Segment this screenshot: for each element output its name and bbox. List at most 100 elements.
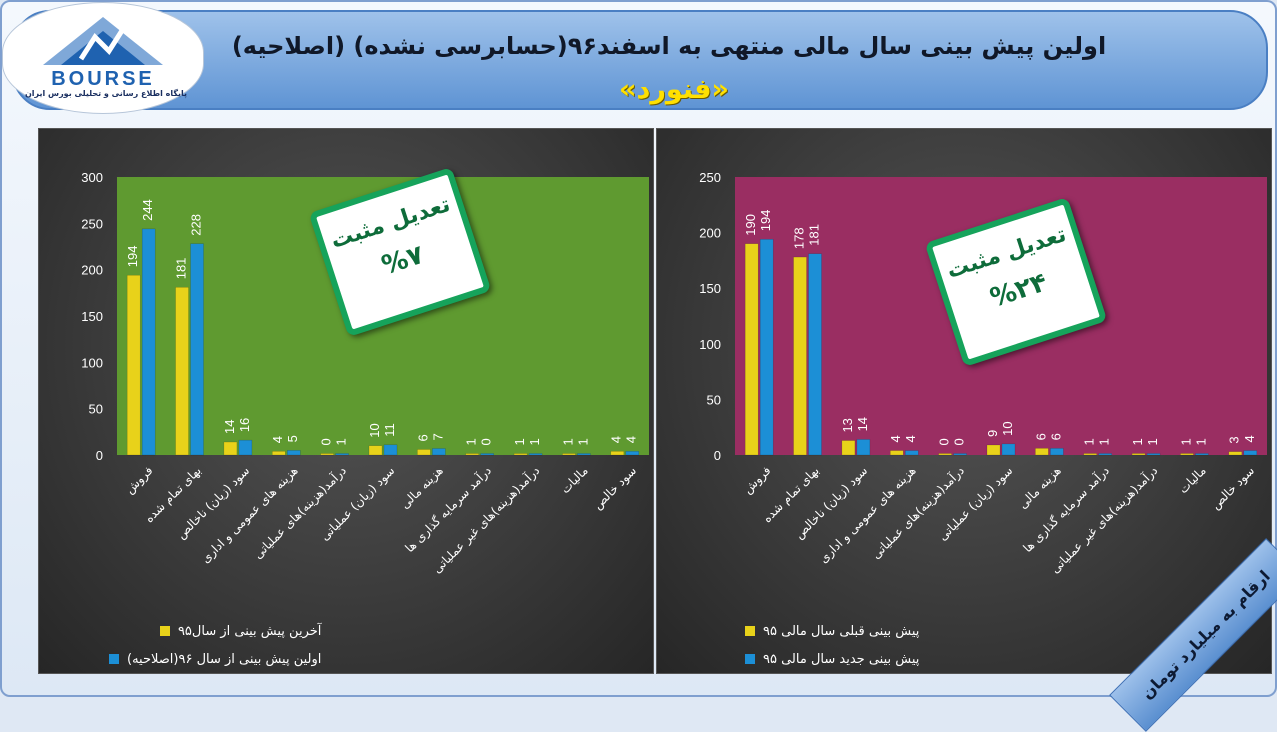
data-label: 4 <box>609 436 624 443</box>
bourse-logo: BOURSE پایگاه اطلاع رسانی و تحلیلی بورس … <box>2 2 204 114</box>
x-tick-label: درآمد(هزینه)های عملیاتی <box>250 463 350 563</box>
bar-series-1 <box>890 450 904 456</box>
data-label: 14 <box>855 417 870 431</box>
legend-item: اولین پیش بینی از سال ۹۶(اصلاحیه) <box>109 645 321 673</box>
bar-series-1 <box>744 243 759 456</box>
bar-series-1 <box>513 453 528 456</box>
x-tick-label: هزینه مالی <box>398 463 447 512</box>
bar-series-2 <box>383 444 398 456</box>
y-tick-label: 50 <box>89 402 103 417</box>
bar-series-1 <box>1131 453 1146 456</box>
y-tick-label: 100 <box>699 337 721 352</box>
legend-label: پیش بینی جدید سال مالی ۹۵ <box>763 651 920 667</box>
data-label: 244 <box>140 199 155 221</box>
logo-tagline: پایگاه اطلاع رسانی و تحلیلی بورس ایران <box>24 89 188 98</box>
chart-panel-right: 0 50 100 150 200 250 190 178 13 4 0 9 6 1 1 1 3 194 181 14 4… <box>656 128 1272 674</box>
data-label: 1 <box>464 438 479 445</box>
x-tick-label: سود خالص <box>1208 463 1257 512</box>
x-tick-label: هزینه های عمومی و اداری <box>198 463 301 566</box>
bar-series-1 <box>320 453 334 456</box>
data-label: 194 <box>758 210 773 232</box>
data-label: 13 <box>840 418 855 432</box>
legend-item: آخرین پیش بینی از سال۹۵ <box>109 617 321 645</box>
bar-series-1 <box>465 453 479 456</box>
x-tick-label: مالیات <box>1176 463 1209 496</box>
data-label: 181 <box>173 258 188 280</box>
y-tick-label: 150 <box>699 281 721 296</box>
bar-series-1 <box>272 451 286 456</box>
bar-series-2 <box>480 453 494 456</box>
data-label: 1 <box>560 438 575 445</box>
page-title: اولین پیش بینی سال مالی منتهی به اسفند۹۶… <box>231 32 1107 60</box>
bar-series-2 <box>759 239 774 456</box>
data-label: 6 <box>1048 433 1063 440</box>
x-tick-label: هزینه مالی <box>1016 463 1065 512</box>
data-label: 9 <box>985 430 1000 437</box>
legend-item: پیش بینی قبلی سال مالی ۹۵ <box>745 617 919 645</box>
bar-series-1 <box>1180 453 1194 456</box>
y-tick-label: 150 <box>81 309 103 324</box>
data-label: 4 <box>888 435 903 442</box>
bar-series-1 <box>417 449 431 456</box>
legend-swatch-blue <box>745 654 755 664</box>
data-label: 1 <box>575 438 590 445</box>
bar-series-2 <box>1050 448 1064 456</box>
legend-right: پیش بینی قبلی سال مالی ۹۵ پیش بینی جدید … <box>745 617 919 673</box>
data-label: 1 <box>527 438 542 445</box>
bar-series-2 <box>287 450 301 456</box>
data-label: 1 <box>334 438 349 445</box>
bar-series-1 <box>175 287 189 456</box>
y-tick-label: 0 <box>96 448 103 463</box>
y-tick-label: 250 <box>81 216 103 231</box>
bar-series-2 <box>856 439 871 456</box>
bar-series-1 <box>1083 453 1097 456</box>
bar-series-1 <box>938 453 952 456</box>
data-label: 4 <box>270 436 285 443</box>
data-label: 181 <box>806 224 821 246</box>
company-name: «فنورد» <box>619 74 729 105</box>
bar-series-2 <box>905 450 919 456</box>
bar-series-2 <box>1146 453 1161 456</box>
header-banner: اولین پیش بینی سال مالی منتهی به اسفند۹۶… <box>12 10 1268 110</box>
legend-swatch-blue <box>109 654 119 664</box>
y-tick-label: 250 <box>699 170 721 185</box>
x-tick-label: فروش <box>740 463 774 497</box>
bar-series-1 <box>986 444 1001 456</box>
bar-series-1 <box>126 274 141 456</box>
y-tick-label: 0 <box>714 448 721 463</box>
data-label: 1 <box>1178 438 1193 445</box>
data-label: 10 <box>367 423 382 437</box>
data-label: 178 <box>791 227 806 249</box>
data-label: 4 <box>1242 435 1257 442</box>
data-label: 1 <box>1097 438 1112 445</box>
data-label: 4 <box>624 436 639 443</box>
bar-series-2 <box>1001 443 1016 456</box>
data-label: 194 <box>125 246 140 268</box>
x-tick-label: درآمد(هزینه)های عملیاتی <box>868 463 968 563</box>
x-tick-label: مالیات <box>558 463 591 496</box>
data-label: 0 <box>952 438 967 445</box>
data-label: 7 <box>430 433 445 440</box>
data-label: 10 <box>1000 421 1015 435</box>
data-label: 14 <box>222 420 237 434</box>
data-label: 1 <box>1193 438 1208 445</box>
data-label: 0 <box>937 438 952 445</box>
bar-series-2 <box>432 448 446 456</box>
x-tick-label: درآمد سرمایه گذاری ها <box>1020 463 1113 556</box>
data-label: 228 <box>188 214 203 236</box>
bar-series-2 <box>238 439 253 456</box>
data-label: 1 <box>1145 438 1160 445</box>
bar-series-2 <box>1195 453 1209 456</box>
legend-swatch-gold <box>159 626 170 636</box>
bar-series-2 <box>625 451 640 456</box>
bar-series-2 <box>577 453 591 456</box>
y-tick-label: 300 <box>81 170 103 185</box>
data-label: 3 <box>1227 436 1242 443</box>
logo-mark: BOURSE <box>43 17 163 90</box>
x-tick-label: سود خالص <box>590 463 639 512</box>
bar-series-2 <box>141 228 156 456</box>
data-label: 6 <box>415 434 430 441</box>
bar-series-2 <box>953 453 967 456</box>
bar-series-1 <box>1035 448 1049 456</box>
bar-series-1 <box>562 453 576 456</box>
